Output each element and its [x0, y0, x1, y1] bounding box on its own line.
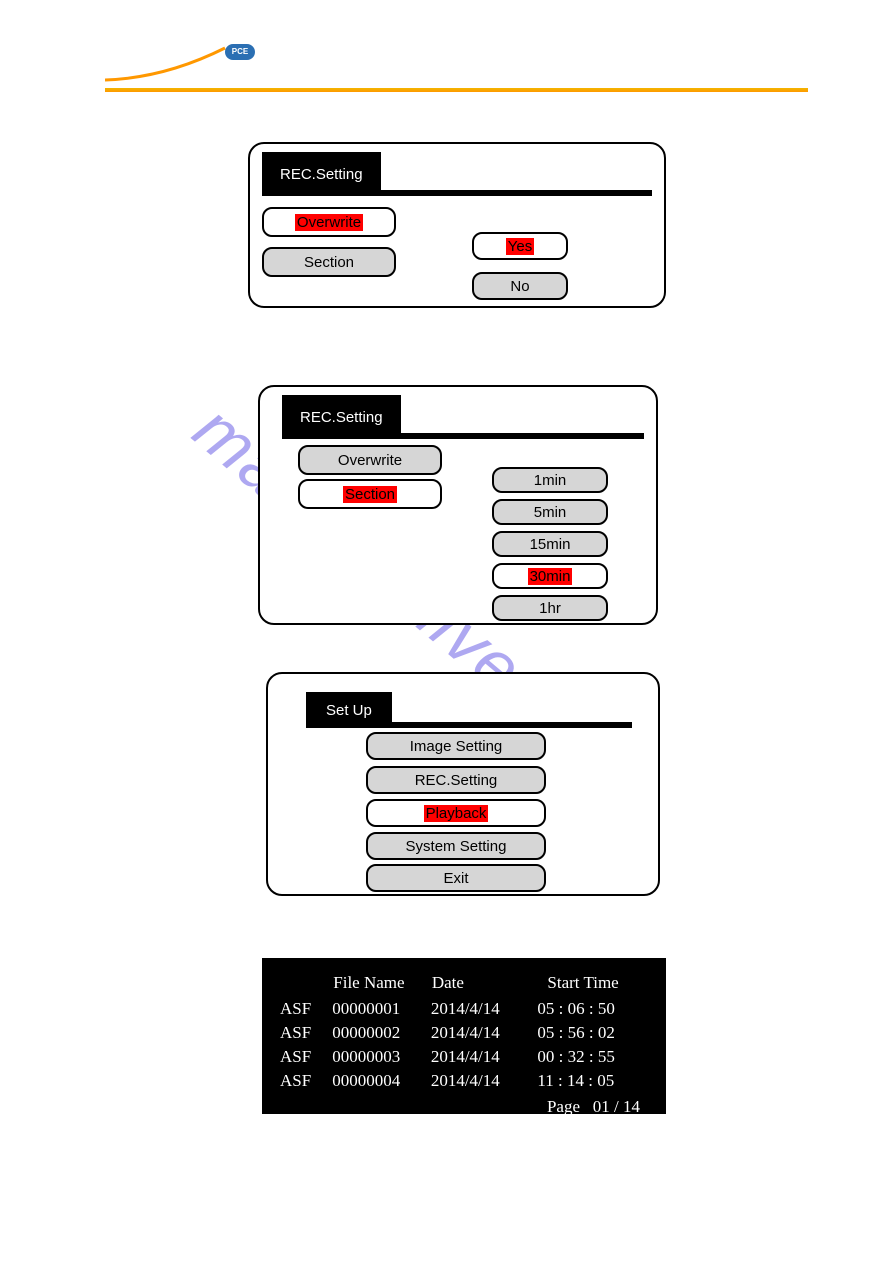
cell-date: 2014/4/14 [431, 1069, 538, 1093]
playback-file-list: File Name Date Start Time ASF00000001201… [262, 958, 666, 1114]
overwrite-label: Overwrite [295, 214, 363, 231]
header-rule [105, 88, 808, 92]
duration-label: 5min [534, 504, 567, 521]
no-button[interactable]: No [472, 272, 568, 300]
no-label: No [510, 278, 529, 295]
cell-name: 00000002 [332, 1021, 431, 1045]
duration-label: 1hr [539, 600, 561, 617]
rec-setting-overwrite-panel: REC.Setting Overwrite Section Yes No [248, 142, 666, 308]
yes-label: Yes [506, 238, 534, 255]
page-label: Page [547, 1097, 580, 1116]
setup-panel: Set Up Image Setting REC.Setting Playbac… [266, 672, 660, 896]
section-label: Section [343, 486, 397, 503]
table-row[interactable]: ASF000000042014/4/1411 : 14 : 05 [280, 1069, 648, 1093]
image-setting-button[interactable]: Image Setting [366, 732, 546, 760]
cell-time: 00 : 32 : 55 [537, 1045, 648, 1069]
duration-label: 1min [534, 472, 567, 489]
table-row[interactable]: ASF000000032014/4/1400 : 32 : 55 [280, 1045, 648, 1069]
section-label: Section [304, 254, 354, 271]
overwrite-button[interactable]: Overwrite [262, 207, 396, 237]
col-ext-header [280, 972, 332, 997]
col-filename-header: File Name [332, 972, 431, 997]
playback-button[interactable]: Playback [366, 799, 546, 827]
cell-time: 05 : 06 : 50 [537, 997, 648, 1021]
watermark: manualshive.com [56, 246, 845, 1035]
cell-name: 00000004 [332, 1069, 431, 1093]
cell-ext: ASF [280, 997, 332, 1021]
menu-label: System Setting [406, 838, 507, 855]
system-setting-button[interactable]: System Setting [366, 832, 546, 860]
overwrite-label: Overwrite [338, 452, 402, 469]
duration-1hr-button[interactable]: 1hr [492, 595, 608, 621]
title-rule [262, 190, 652, 196]
menu-label: Image Setting [410, 738, 503, 755]
title-rule [306, 722, 632, 728]
cell-date: 2014/4/14 [431, 1021, 538, 1045]
duration-15min-button[interactable]: 15min [492, 531, 608, 557]
rec-setting-button[interactable]: REC.Setting [366, 766, 546, 794]
rec-setting-section-panel: REC.Setting Overwrite Section 1min 5min … [258, 385, 658, 625]
cell-time: 05 : 56 : 02 [537, 1021, 648, 1045]
pce-badge: PCE [225, 44, 255, 60]
table-row[interactable]: ASF000000012014/4/1405 : 06 : 50 [280, 997, 648, 1021]
cell-time: 11 : 14 : 05 [537, 1069, 648, 1093]
exit-button[interactable]: Exit [366, 864, 546, 892]
overwrite-button[interactable]: Overwrite [298, 445, 442, 475]
menu-label: Playback [424, 805, 489, 822]
pager: Page 01 / 14 [280, 1097, 648, 1117]
panel-title: REC.Setting [282, 395, 401, 434]
cell-ext: ASF [280, 1021, 332, 1045]
cell-ext: ASF [280, 1069, 332, 1093]
section-button[interactable]: Section [298, 479, 442, 509]
page-value: 01 / 14 [593, 1097, 640, 1116]
col-date-header: Date [431, 972, 538, 997]
cell-date: 2014/4/14 [431, 1045, 538, 1069]
table-row[interactable]: ASF000000022014/4/1405 : 56 : 02 [280, 1021, 648, 1045]
cell-ext: ASF [280, 1045, 332, 1069]
cell-name: 00000001 [332, 997, 431, 1021]
menu-label: Exit [443, 870, 468, 887]
col-starttime-header: Start Time [537, 972, 648, 997]
file-table: File Name Date Start Time ASF00000001201… [280, 972, 648, 1093]
duration-5min-button[interactable]: 5min [492, 499, 608, 525]
duration-1min-button[interactable]: 1min [492, 467, 608, 493]
yes-button[interactable]: Yes [472, 232, 568, 260]
duration-label: 30min [528, 568, 573, 585]
duration-label: 15min [530, 536, 571, 553]
menu-label: REC.Setting [415, 772, 498, 789]
panel-title: REC.Setting [262, 152, 381, 191]
table-header-row: File Name Date Start Time [280, 972, 648, 997]
title-rule [282, 433, 644, 439]
cell-date: 2014/4/14 [431, 997, 538, 1021]
section-button[interactable]: Section [262, 247, 396, 277]
cell-name: 00000003 [332, 1045, 431, 1069]
page-header: PCE [105, 36, 808, 96]
duration-30min-button[interactable]: 30min [492, 563, 608, 589]
